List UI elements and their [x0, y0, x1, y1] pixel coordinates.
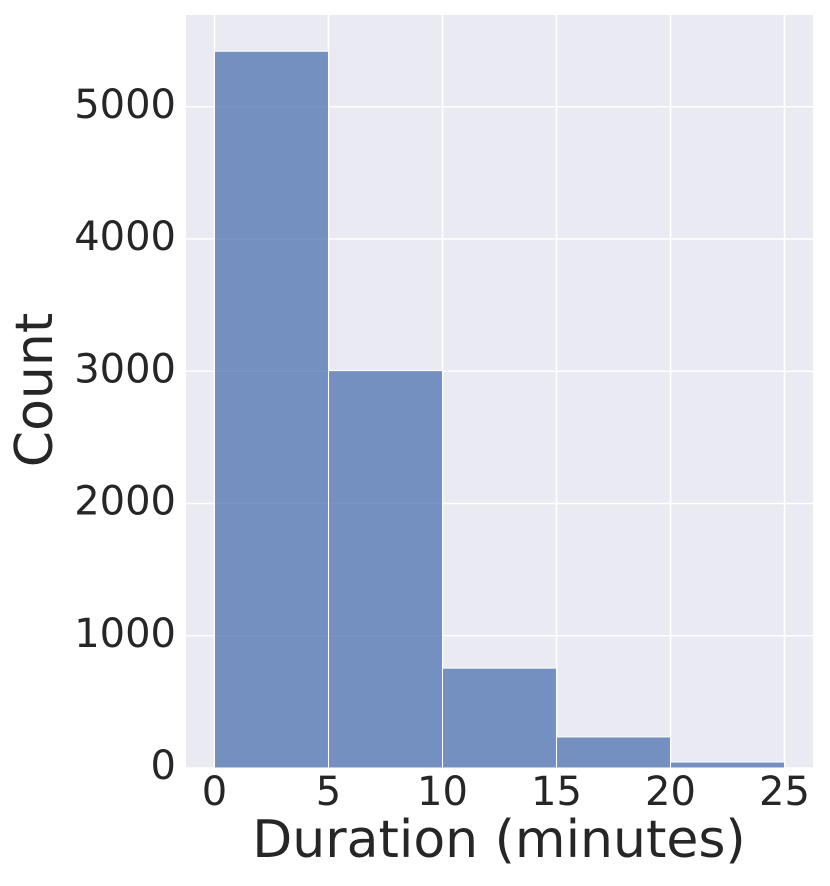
- y-axis-label: Count: [5, 313, 65, 467]
- y-tick-label: 2000: [74, 479, 176, 525]
- x-tick-label: 0: [202, 769, 227, 815]
- x-axis-label: Duration (minutes): [252, 810, 745, 870]
- bar: [670, 761, 785, 769]
- x-tick-label: 20: [645, 769, 696, 815]
- y-tick-label: 3000: [74, 346, 176, 392]
- x-tick-label: 10: [417, 769, 468, 815]
- bar: [442, 667, 557, 769]
- y-tick-label: 0: [151, 743, 176, 789]
- bar: [214, 50, 329, 769]
- y-tick-label: 5000: [74, 82, 176, 128]
- bar: [556, 736, 671, 769]
- x-tick-label: 5: [316, 769, 341, 815]
- y-tick-label: 1000: [74, 611, 176, 657]
- bar: [328, 370, 443, 769]
- y-tick-label: 4000: [74, 214, 176, 260]
- x-tick-label: 15: [531, 769, 582, 815]
- x-tick-label: 25: [759, 769, 810, 815]
